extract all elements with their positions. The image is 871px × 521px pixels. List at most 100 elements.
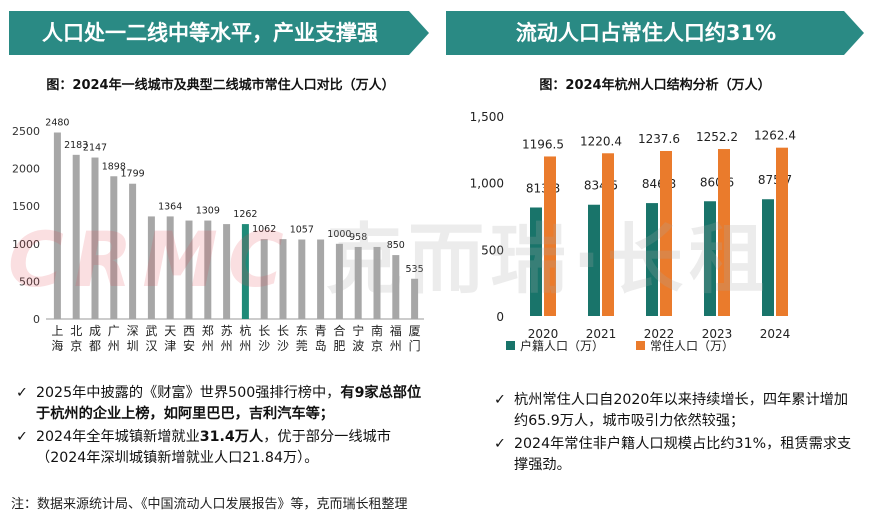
category-label: 津 — [164, 339, 176, 353]
category-label: 汉 — [145, 339, 157, 353]
check-icon: ✓ — [16, 429, 28, 445]
left-bullets: ✓ 2025年中披露的《财富》世界500强排行榜中，有9家总部位于杭州的企业上榜… — [16, 383, 434, 469]
data-label: 1262.4 — [754, 129, 796, 143]
data-label: 1252.2 — [696, 130, 738, 144]
category-label: 海 — [51, 338, 63, 353]
category-label: 北 — [70, 324, 82, 338]
category-label: 西 — [183, 324, 195, 338]
bar — [298, 239, 306, 319]
bar — [354, 246, 362, 319]
check-icon: ✓ — [494, 392, 506, 408]
bar — [317, 239, 325, 319]
data-label: 2183 — [64, 140, 88, 151]
category-label: 宁 — [352, 323, 364, 338]
category-label: 青 — [315, 324, 327, 338]
category-label: 州 — [239, 339, 251, 353]
category-label: 长 — [258, 324, 270, 338]
data-label: 1057 — [290, 225, 314, 236]
left-banner: 人口处一二线中等水平，产业支撑强 — [9, 11, 429, 55]
legend-swatch-huji — [506, 341, 515, 350]
bar — [166, 216, 174, 319]
right-chart-title: 图：2024年杭州人口结构分析（万人） — [539, 78, 771, 93]
category-label: 合 — [333, 323, 345, 338]
check-icon: ✓ — [16, 385, 28, 401]
data-label: 1237.6 — [638, 132, 680, 146]
bar-huji — [704, 201, 716, 316]
category-label: 京 — [371, 339, 383, 353]
category-label: 州 — [390, 339, 402, 353]
bar — [411, 278, 419, 319]
bar — [72, 154, 80, 319]
data-label: 1262 — [233, 209, 257, 220]
category-label: 武 — [145, 324, 157, 338]
y-tick-label: 0 — [33, 313, 40, 326]
data-label: 2480 — [45, 118, 69, 129]
category-label: 2021 — [586, 327, 617, 341]
bar-changzhu — [718, 149, 730, 316]
category-label: 2024 — [760, 327, 791, 341]
bar — [204, 220, 212, 319]
bar — [110, 176, 118, 319]
bar-changzhu — [602, 153, 614, 316]
left-banner-title: 人口处一二线中等水平，产业支撑强 — [42, 21, 378, 45]
category-label: 州 — [221, 339, 233, 353]
category-label: 肥 — [333, 339, 345, 353]
category-label: 门 — [409, 338, 421, 353]
hangzhou-population-chart: 05001,0001,500813.81196.52020834.51220.4… — [470, 110, 796, 353]
category-label: 厦 — [409, 324, 421, 338]
category-label: 圳 — [127, 339, 139, 353]
category-label: 杭 — [239, 323, 251, 338]
category-label: 岛 — [315, 338, 327, 353]
data-label: 1000 — [327, 229, 351, 240]
left-bullet-1: ✓ 2025年中披露的《财富》世界500强排行榜中，有9家总部位于杭州的企业上榜… — [16, 383, 434, 425]
category-label: 深 — [127, 324, 139, 338]
category-label: 东 — [296, 324, 308, 338]
bar — [185, 220, 193, 319]
legend-swatch-changzhu — [636, 341, 645, 350]
bar-huji — [530, 207, 542, 316]
category-label: 莞 — [296, 339, 308, 353]
data-label: 1196.5 — [522, 137, 564, 151]
right-banner-shape — [446, 11, 864, 55]
bar — [129, 183, 137, 319]
bar — [373, 246, 381, 319]
y-tick-label: 1,000 — [470, 177, 504, 191]
category-label: 广 — [108, 324, 120, 338]
bar — [279, 239, 287, 319]
category-label: 上 — [51, 324, 63, 338]
category-label: 2023 — [702, 327, 733, 341]
data-label: 958 — [349, 232, 367, 243]
bar — [335, 243, 343, 319]
data-label: 850 — [387, 240, 405, 251]
y-tick-label: 1500 — [12, 200, 40, 213]
y-tick-label: 0 — [496, 310, 504, 324]
category-label: 南 — [371, 323, 383, 338]
category-label: 京 — [70, 339, 82, 353]
y-tick-label: 500 — [19, 275, 40, 288]
bar — [241, 224, 249, 319]
bar — [53, 132, 61, 319]
left-bullet-1-text: 2025年中披露的《财富》世界500强排行榜中， — [36, 385, 341, 401]
category-label: 2020 — [528, 327, 559, 341]
category-label: 州 — [202, 339, 214, 353]
category-label: 沙 — [258, 339, 270, 353]
footnote: 注：数据来源统计局、《中国流动人口发展报告》等，克而瑞长租整理 — [11, 497, 408, 512]
data-label: 535 — [406, 264, 424, 275]
data-label: 1898 — [102, 161, 126, 172]
category-label: 福 — [390, 323, 402, 338]
y-tick-label: 500 — [481, 243, 504, 257]
category-label: 安 — [183, 338, 195, 353]
bar — [392, 255, 400, 319]
right-banner-title: 流动人口占常住人口约31% — [515, 21, 777, 45]
left-chart-title: 图：2024年一线城市及典型二线城市常住人口对比（万人） — [46, 78, 395, 93]
bar — [223, 224, 231, 319]
left-bullet-2: ✓ 2024年全年城镇新增就业31.4万人，优于部分一线城市（2024年深圳城镇… — [16, 427, 434, 469]
right-bullet-2: ✓ 2024年常住非户籍人口规模占比约31%，租赁需求支撑强劲。 — [494, 434, 854, 476]
category-label: 沙 — [277, 339, 289, 353]
category-label: 郑 — [202, 323, 214, 338]
data-label: 2147 — [83, 143, 107, 154]
y-tick-label: 2500 — [12, 125, 40, 138]
legend-label-huji: 户籍人口（万） — [520, 338, 604, 353]
bar — [91, 157, 99, 319]
bar-huji — [762, 199, 774, 316]
